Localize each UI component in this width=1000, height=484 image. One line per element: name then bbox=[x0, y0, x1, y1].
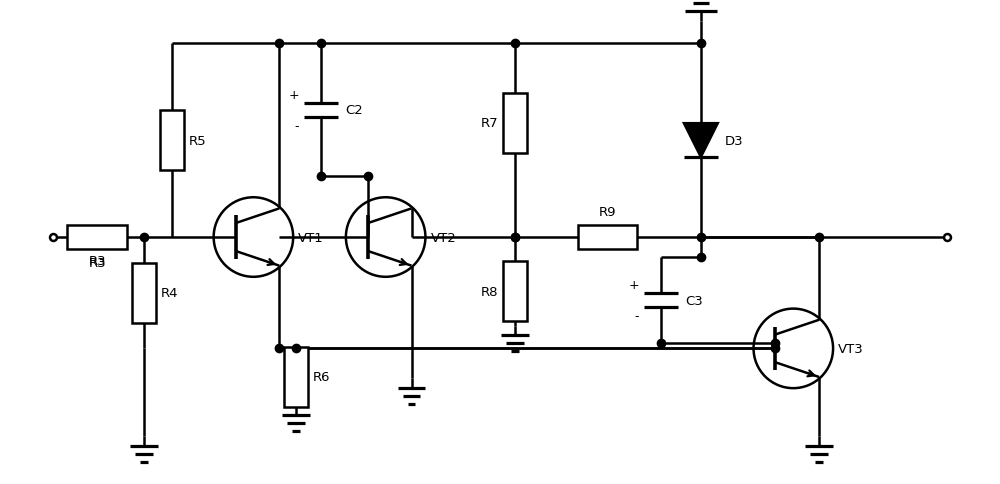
Bar bbox=[503, 262, 527, 321]
Text: R6: R6 bbox=[313, 370, 331, 383]
Text: C3: C3 bbox=[685, 294, 703, 307]
Bar bbox=[578, 226, 637, 249]
Text: R5: R5 bbox=[189, 134, 206, 147]
Text: R3: R3 bbox=[89, 255, 106, 267]
Text: R3: R3 bbox=[89, 257, 106, 270]
Text: R7: R7 bbox=[480, 117, 498, 130]
Polygon shape bbox=[684, 124, 718, 158]
Text: C2: C2 bbox=[345, 104, 363, 117]
Bar bbox=[503, 94, 527, 153]
Text: -: - bbox=[295, 120, 299, 133]
Text: R8: R8 bbox=[481, 285, 498, 298]
Bar bbox=[284, 347, 308, 407]
Text: R9: R9 bbox=[599, 206, 616, 219]
Text: R4: R4 bbox=[161, 287, 178, 300]
Bar bbox=[67, 226, 127, 249]
Bar bbox=[160, 111, 184, 170]
Text: VT3: VT3 bbox=[838, 342, 864, 355]
Text: VT1: VT1 bbox=[298, 231, 324, 244]
Text: +: + bbox=[289, 89, 299, 102]
Text: D3: D3 bbox=[725, 134, 743, 147]
Text: +: + bbox=[629, 279, 639, 292]
Text: -: - bbox=[635, 309, 639, 322]
Bar bbox=[132, 263, 156, 323]
Text: VT2: VT2 bbox=[430, 231, 456, 244]
